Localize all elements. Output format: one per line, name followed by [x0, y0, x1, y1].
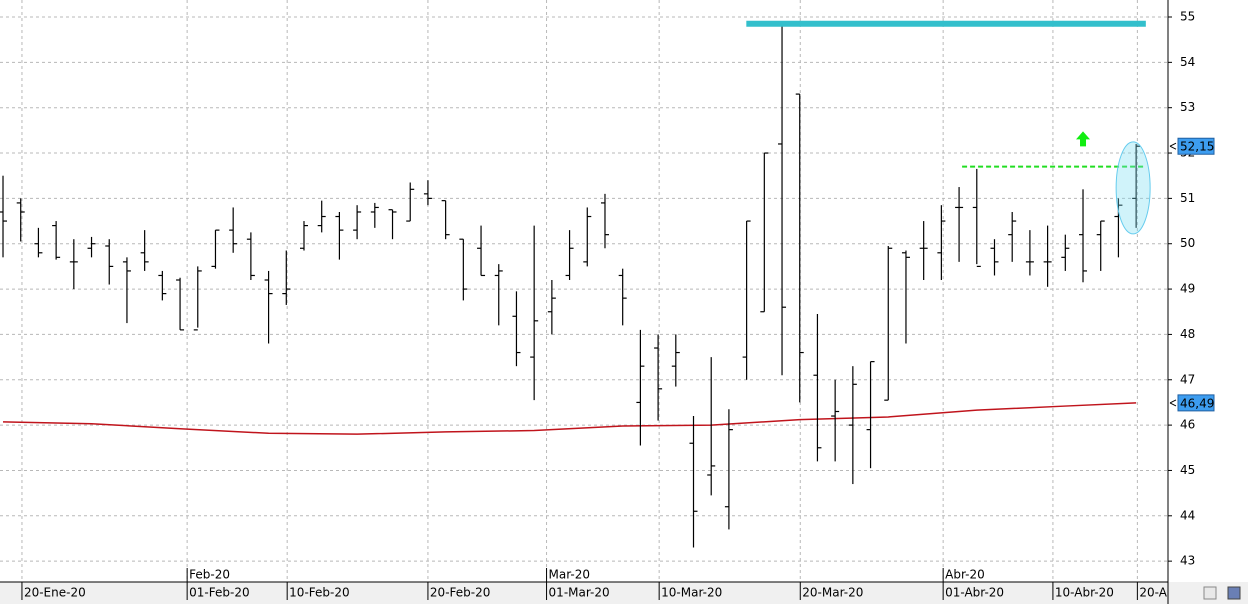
x-tick-label: 10-Abr-20	[1055, 586, 1114, 600]
price-label-box	[1177, 394, 1215, 412]
month-tick-label: Mar-20	[549, 568, 590, 582]
month-tick-label: Feb-20	[189, 568, 230, 582]
price-pointer	[1169, 399, 1177, 407]
y-tick-label: 44	[1180, 508, 1195, 522]
y-tick-label: 53	[1180, 100, 1195, 114]
x-axis-band	[0, 582, 1248, 604]
y-tick-label: 54	[1180, 55, 1195, 69]
price-label-box	[1177, 137, 1215, 155]
y-tick-label: 43	[1180, 554, 1195, 568]
save-button[interactable]	[1227, 586, 1241, 600]
x-tick-label: 20-Mar-20	[802, 586, 863, 600]
y-tick-label: 47	[1180, 372, 1195, 386]
price-label: 52,15	[1180, 140, 1214, 154]
x-tick-label: 20-A	[1139, 586, 1167, 600]
x-tick-label: 20-Ene-20	[24, 586, 86, 600]
icon-button[interactable]	[1203, 586, 1217, 600]
highlight-ellipse	[1115, 141, 1151, 235]
moving-average	[2, 402, 1137, 435]
up-arrow	[1076, 131, 1091, 147]
month-tick-label: Abr-20	[945, 568, 985, 582]
x-tick-label: 10-Feb-20	[289, 586, 349, 600]
price-pointer	[1169, 142, 1177, 150]
price-label: 46,49	[1180, 396, 1214, 410]
y-tick-label: 46	[1180, 418, 1195, 432]
y-tick-label: 51	[1180, 191, 1195, 205]
x-tick-label: 01-Mar-20	[549, 586, 610, 600]
x-tick-label: 20-Feb-20	[430, 586, 490, 600]
y-tick-label: 45	[1180, 463, 1195, 477]
y-tick-label: 49	[1180, 282, 1195, 296]
y-tick-label: 50	[1180, 236, 1195, 250]
x-tick-label: 10-Mar-20	[661, 586, 722, 600]
x-tick-label: 01-Abr-20	[945, 586, 1004, 600]
y-tick-label: 48	[1180, 327, 1195, 341]
y-tick-label: 55	[1180, 10, 1195, 24]
x-tick-label: 01-Feb-20	[189, 586, 249, 600]
